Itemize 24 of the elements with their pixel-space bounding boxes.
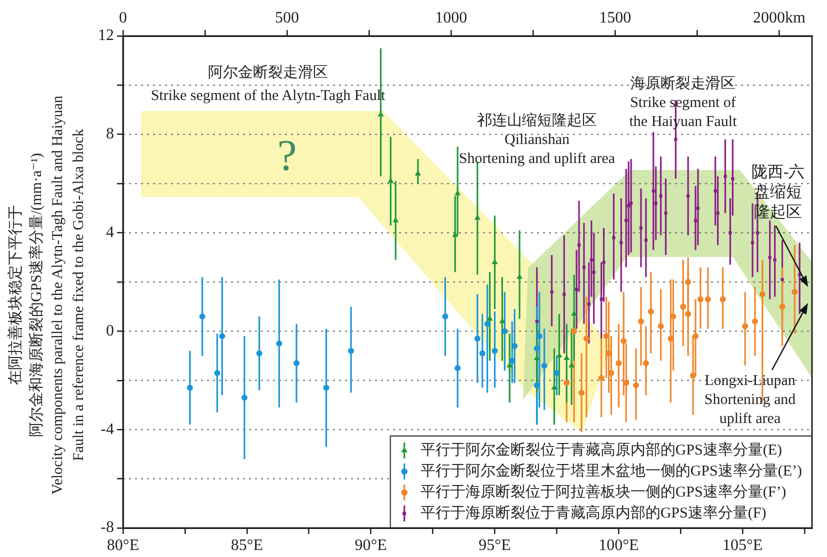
y-tick-label: 0 <box>106 322 114 340</box>
x-tick-label: 95°E <box>478 536 511 554</box>
y-tick-label: 4 <box>106 224 114 242</box>
x-tick-label: 80°E <box>106 536 140 554</box>
y-tick-label: 8 <box>106 126 114 143</box>
annotation: ? <box>277 131 297 180</box>
legend-label: 平行于海原断裂位于阿拉善板块一侧的GPS速率分量(F’) <box>420 483 786 500</box>
x-tick-label: 85°E <box>230 536 264 554</box>
legend-label: 平行于海原断裂位于青藏高原内部的GPS速率分量(F) <box>420 504 766 522</box>
x-tick-label: 90°E <box>354 536 387 554</box>
legend-label: 平行于阿尔金断裂位于塔里木盆地一侧的GPS速率分量(E’) <box>420 462 802 480</box>
x2-tick-label: 0 <box>119 10 127 27</box>
y-tick-label: -4 <box>100 420 114 438</box>
y-tick-label: -8 <box>100 519 114 536</box>
x2-tick-label: 1500 <box>599 10 632 27</box>
x-tick-label: 105°E <box>722 536 763 554</box>
annotation: 祁连山缩短隆起区 Qilianshan Shortening and uplift area <box>458 112 616 169</box>
x-tick-label: 100°E <box>598 536 639 554</box>
x2-tick-label: 1000 <box>435 10 468 27</box>
y-tick-label: 12 <box>98 27 114 44</box>
x2-tick-label: 2000km <box>752 10 806 27</box>
legend-label: 平行于阿尔金断裂位于青藏高原内部的GPS速率分量(E) <box>420 441 782 458</box>
y-axis-title: 在阿拉善板块稳定下平行于阿尔金和海原断裂的GPS速率分量/(mm·a⁻¹) Velocity components parallel to the Alytn-Tagh Fault and Haiyuan Fault in a reference frame fixed to the Gobi-Alxa block <box>6 94 88 496</box>
x2-tick-label: 500 <box>275 10 300 27</box>
